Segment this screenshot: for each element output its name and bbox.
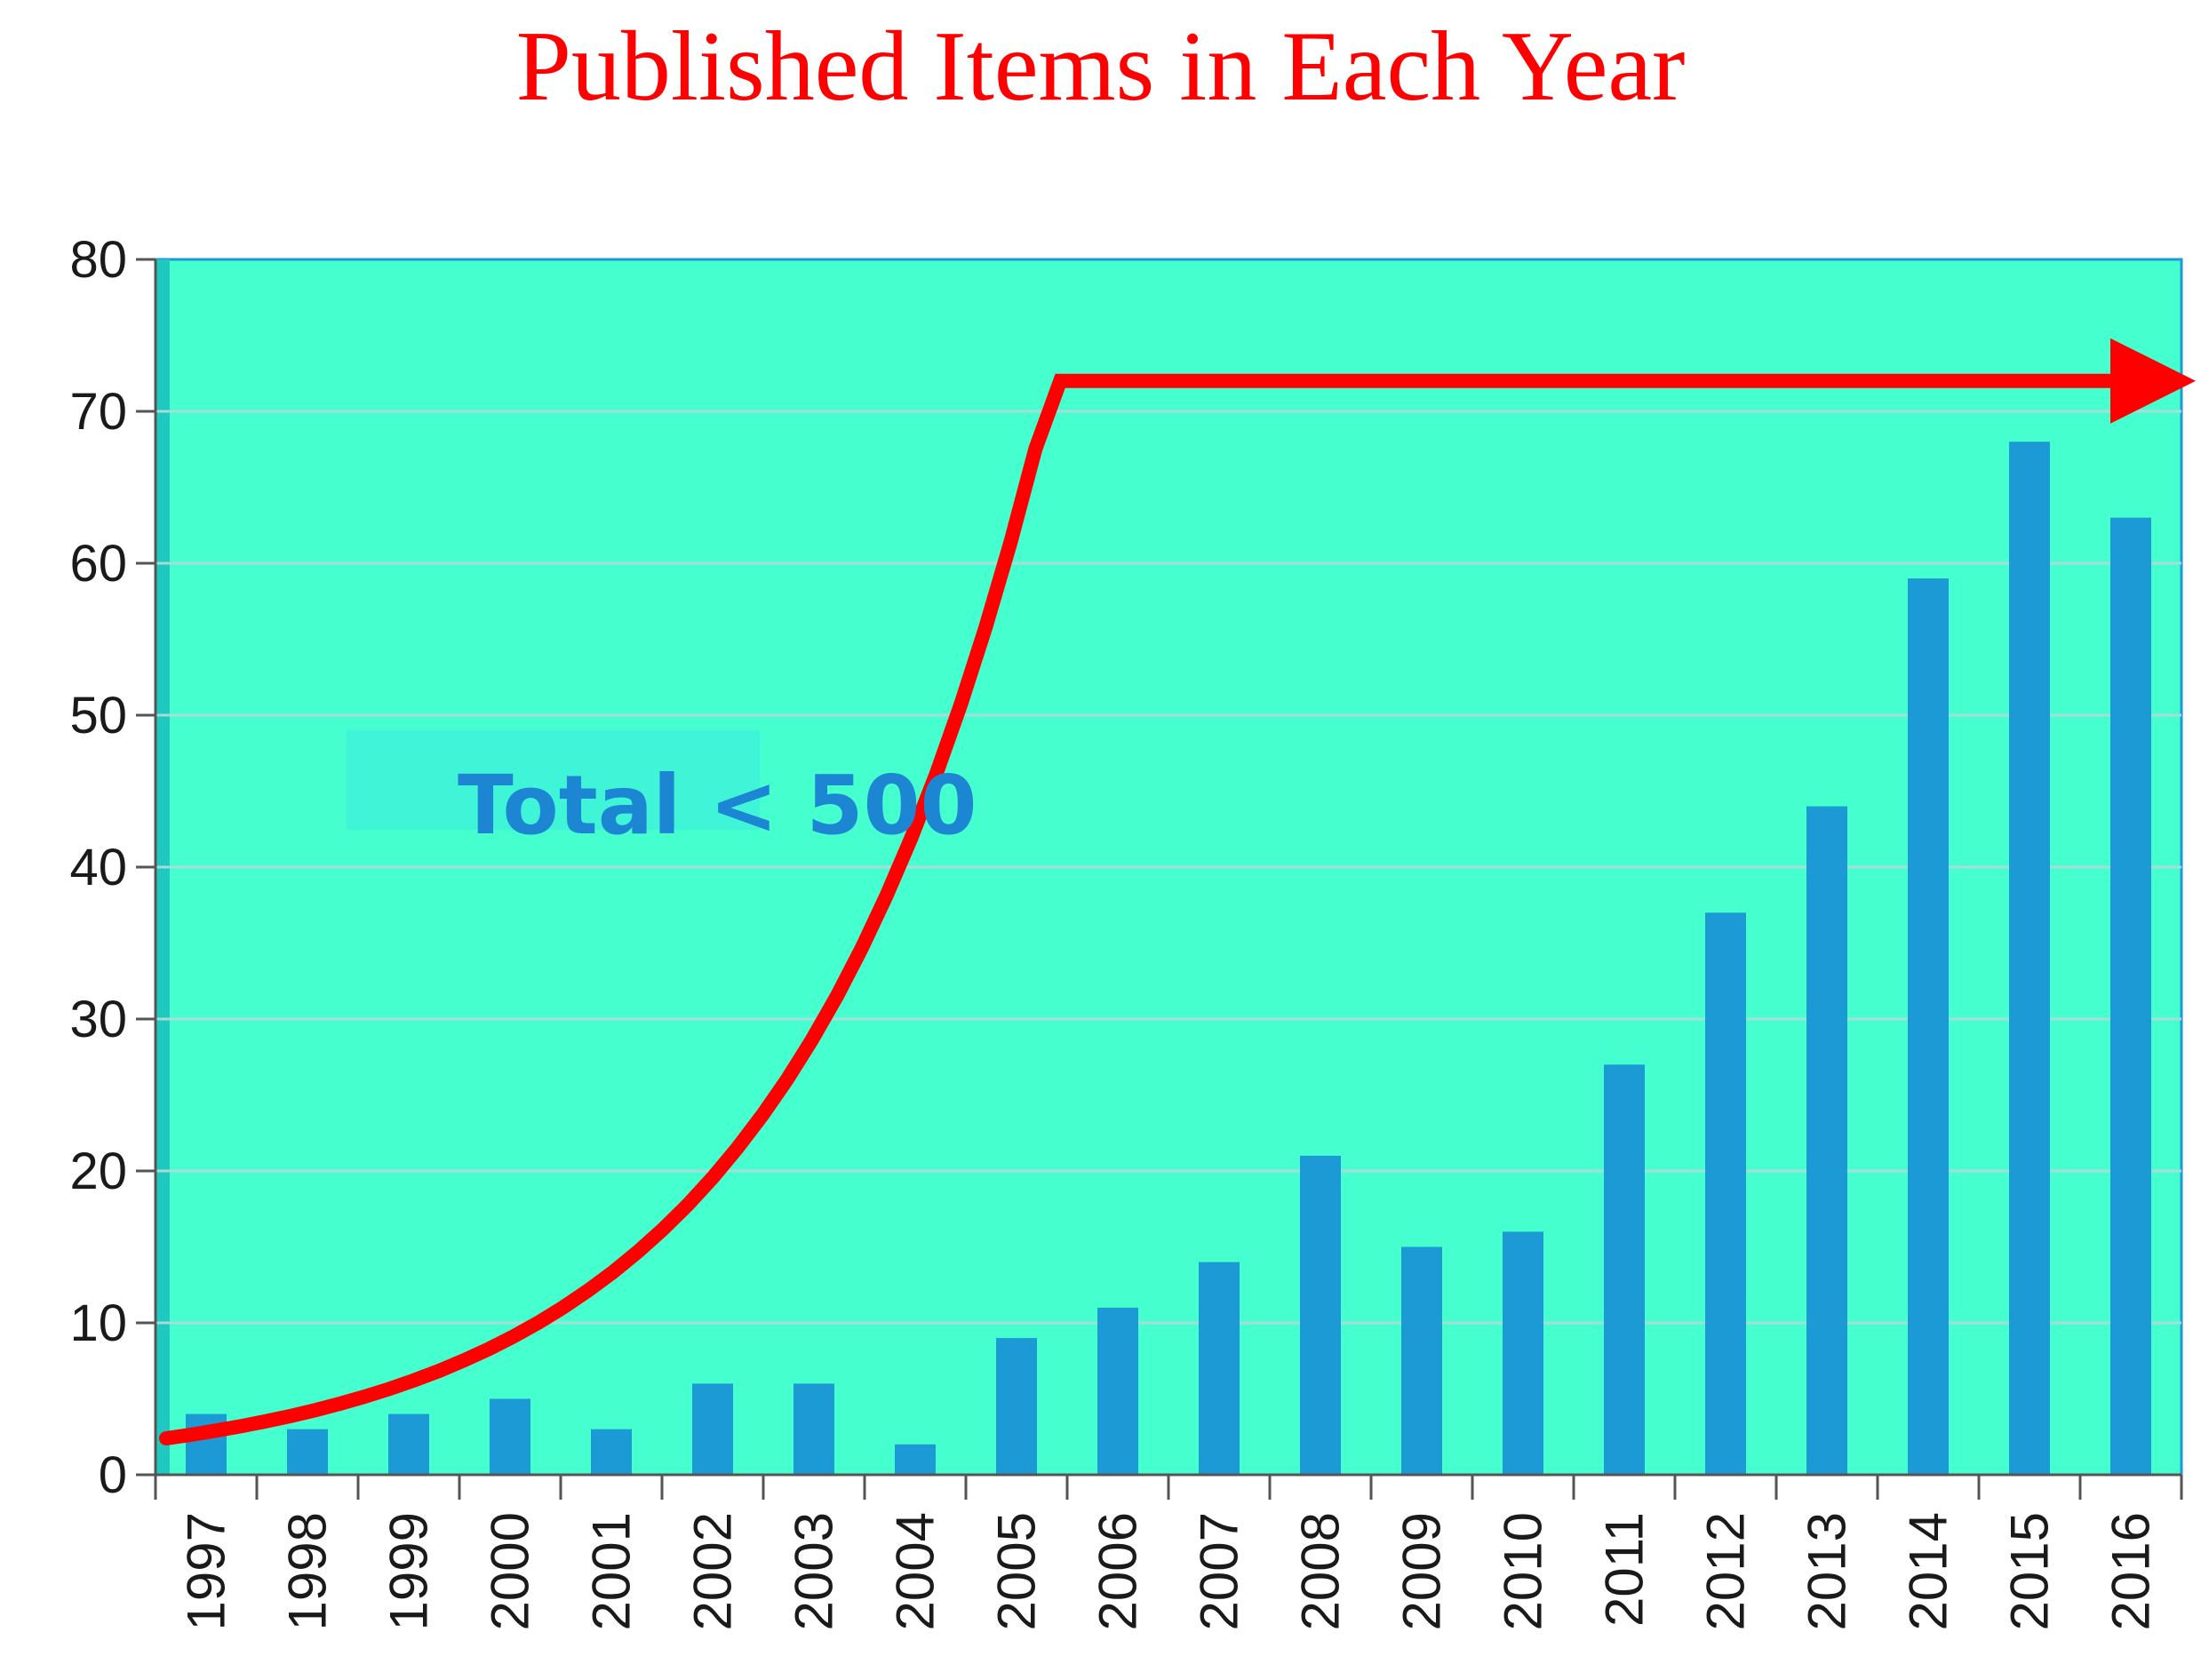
- x-tick-label: 2011: [1595, 1512, 1655, 1627]
- bar: [1300, 1155, 1341, 1475]
- x-tick-label: 2016: [2101, 1512, 2161, 1630]
- x-tick-label: 2002: [683, 1512, 743, 1630]
- x-tick-label: 2015: [2000, 1512, 2060, 1630]
- x-tick-label: 2008: [1291, 1512, 1351, 1630]
- x-tick-label: 2006: [1089, 1512, 1148, 1630]
- bar: [2009, 442, 2050, 1476]
- bar: [591, 1429, 632, 1475]
- x-tick-label: 2013: [1798, 1512, 1857, 1630]
- y-tick-label: 80: [69, 231, 127, 289]
- x-tick-label: 1997: [177, 1512, 236, 1630]
- x-tick-label: 2005: [987, 1512, 1047, 1630]
- y-tick-label: 60: [69, 535, 127, 593]
- y-tick-label: 30: [69, 991, 127, 1048]
- x-tick-label: 1998: [278, 1512, 338, 1630]
- bar: [1604, 1064, 1645, 1475]
- x-tick-label: 2007: [1190, 1512, 1249, 1630]
- trend-arrow: [159, 338, 2196, 1445]
- y-tick-label: 20: [69, 1143, 127, 1200]
- bar: [2110, 517, 2151, 1476]
- y-tick-label: 0: [99, 1446, 127, 1504]
- x-tick-label: 2004: [886, 1512, 945, 1630]
- axes: [136, 259, 2183, 1500]
- x-tick-label: 2012: [1696, 1512, 1756, 1630]
- annotation-highlight: [347, 730, 760, 830]
- chart-title: Published Items in Each Year: [515, 12, 1686, 122]
- bar: [895, 1444, 936, 1475]
- bar: [1199, 1262, 1240, 1475]
- bar: [388, 1413, 429, 1475]
- x-tick-label: 2014: [1899, 1512, 1958, 1630]
- bar: [1503, 1231, 1543, 1475]
- bars: [186, 442, 2151, 1476]
- bar: [287, 1429, 328, 1475]
- y-tick-label: 70: [69, 383, 127, 441]
- y-tick-labels: 0 10 20 30 40 50 60 70 80: [69, 231, 127, 1504]
- x-tick-label: 2000: [481, 1512, 540, 1630]
- x-tick-label: 2003: [785, 1512, 844, 1630]
- bar: [490, 1398, 530, 1475]
- bar: [996, 1338, 1037, 1475]
- x-tick-label: 2010: [1494, 1512, 1553, 1630]
- bar: [1097, 1307, 1138, 1475]
- x-tick-label: 2001: [582, 1512, 642, 1630]
- y-tick-label: 50: [69, 687, 127, 744]
- bar: [1705, 912, 1746, 1475]
- bar: [1401, 1246, 1442, 1475]
- x-tick-label: 1999: [379, 1512, 439, 1630]
- x-tick-label: 2009: [1392, 1512, 1452, 1630]
- y-tick-label: 10: [69, 1294, 127, 1352]
- x-tick-labels: 1997 1998 1999 2000 2001 2002 2003 2004 2005 2006…: [177, 1512, 2161, 1630]
- bar: [1806, 806, 1847, 1475]
- y-tick-label: 40: [69, 839, 127, 896]
- bar: [793, 1383, 834, 1475]
- total-annotation: Total < 500: [458, 758, 977, 853]
- bar: [1908, 578, 1949, 1475]
- bar: [692, 1383, 733, 1475]
